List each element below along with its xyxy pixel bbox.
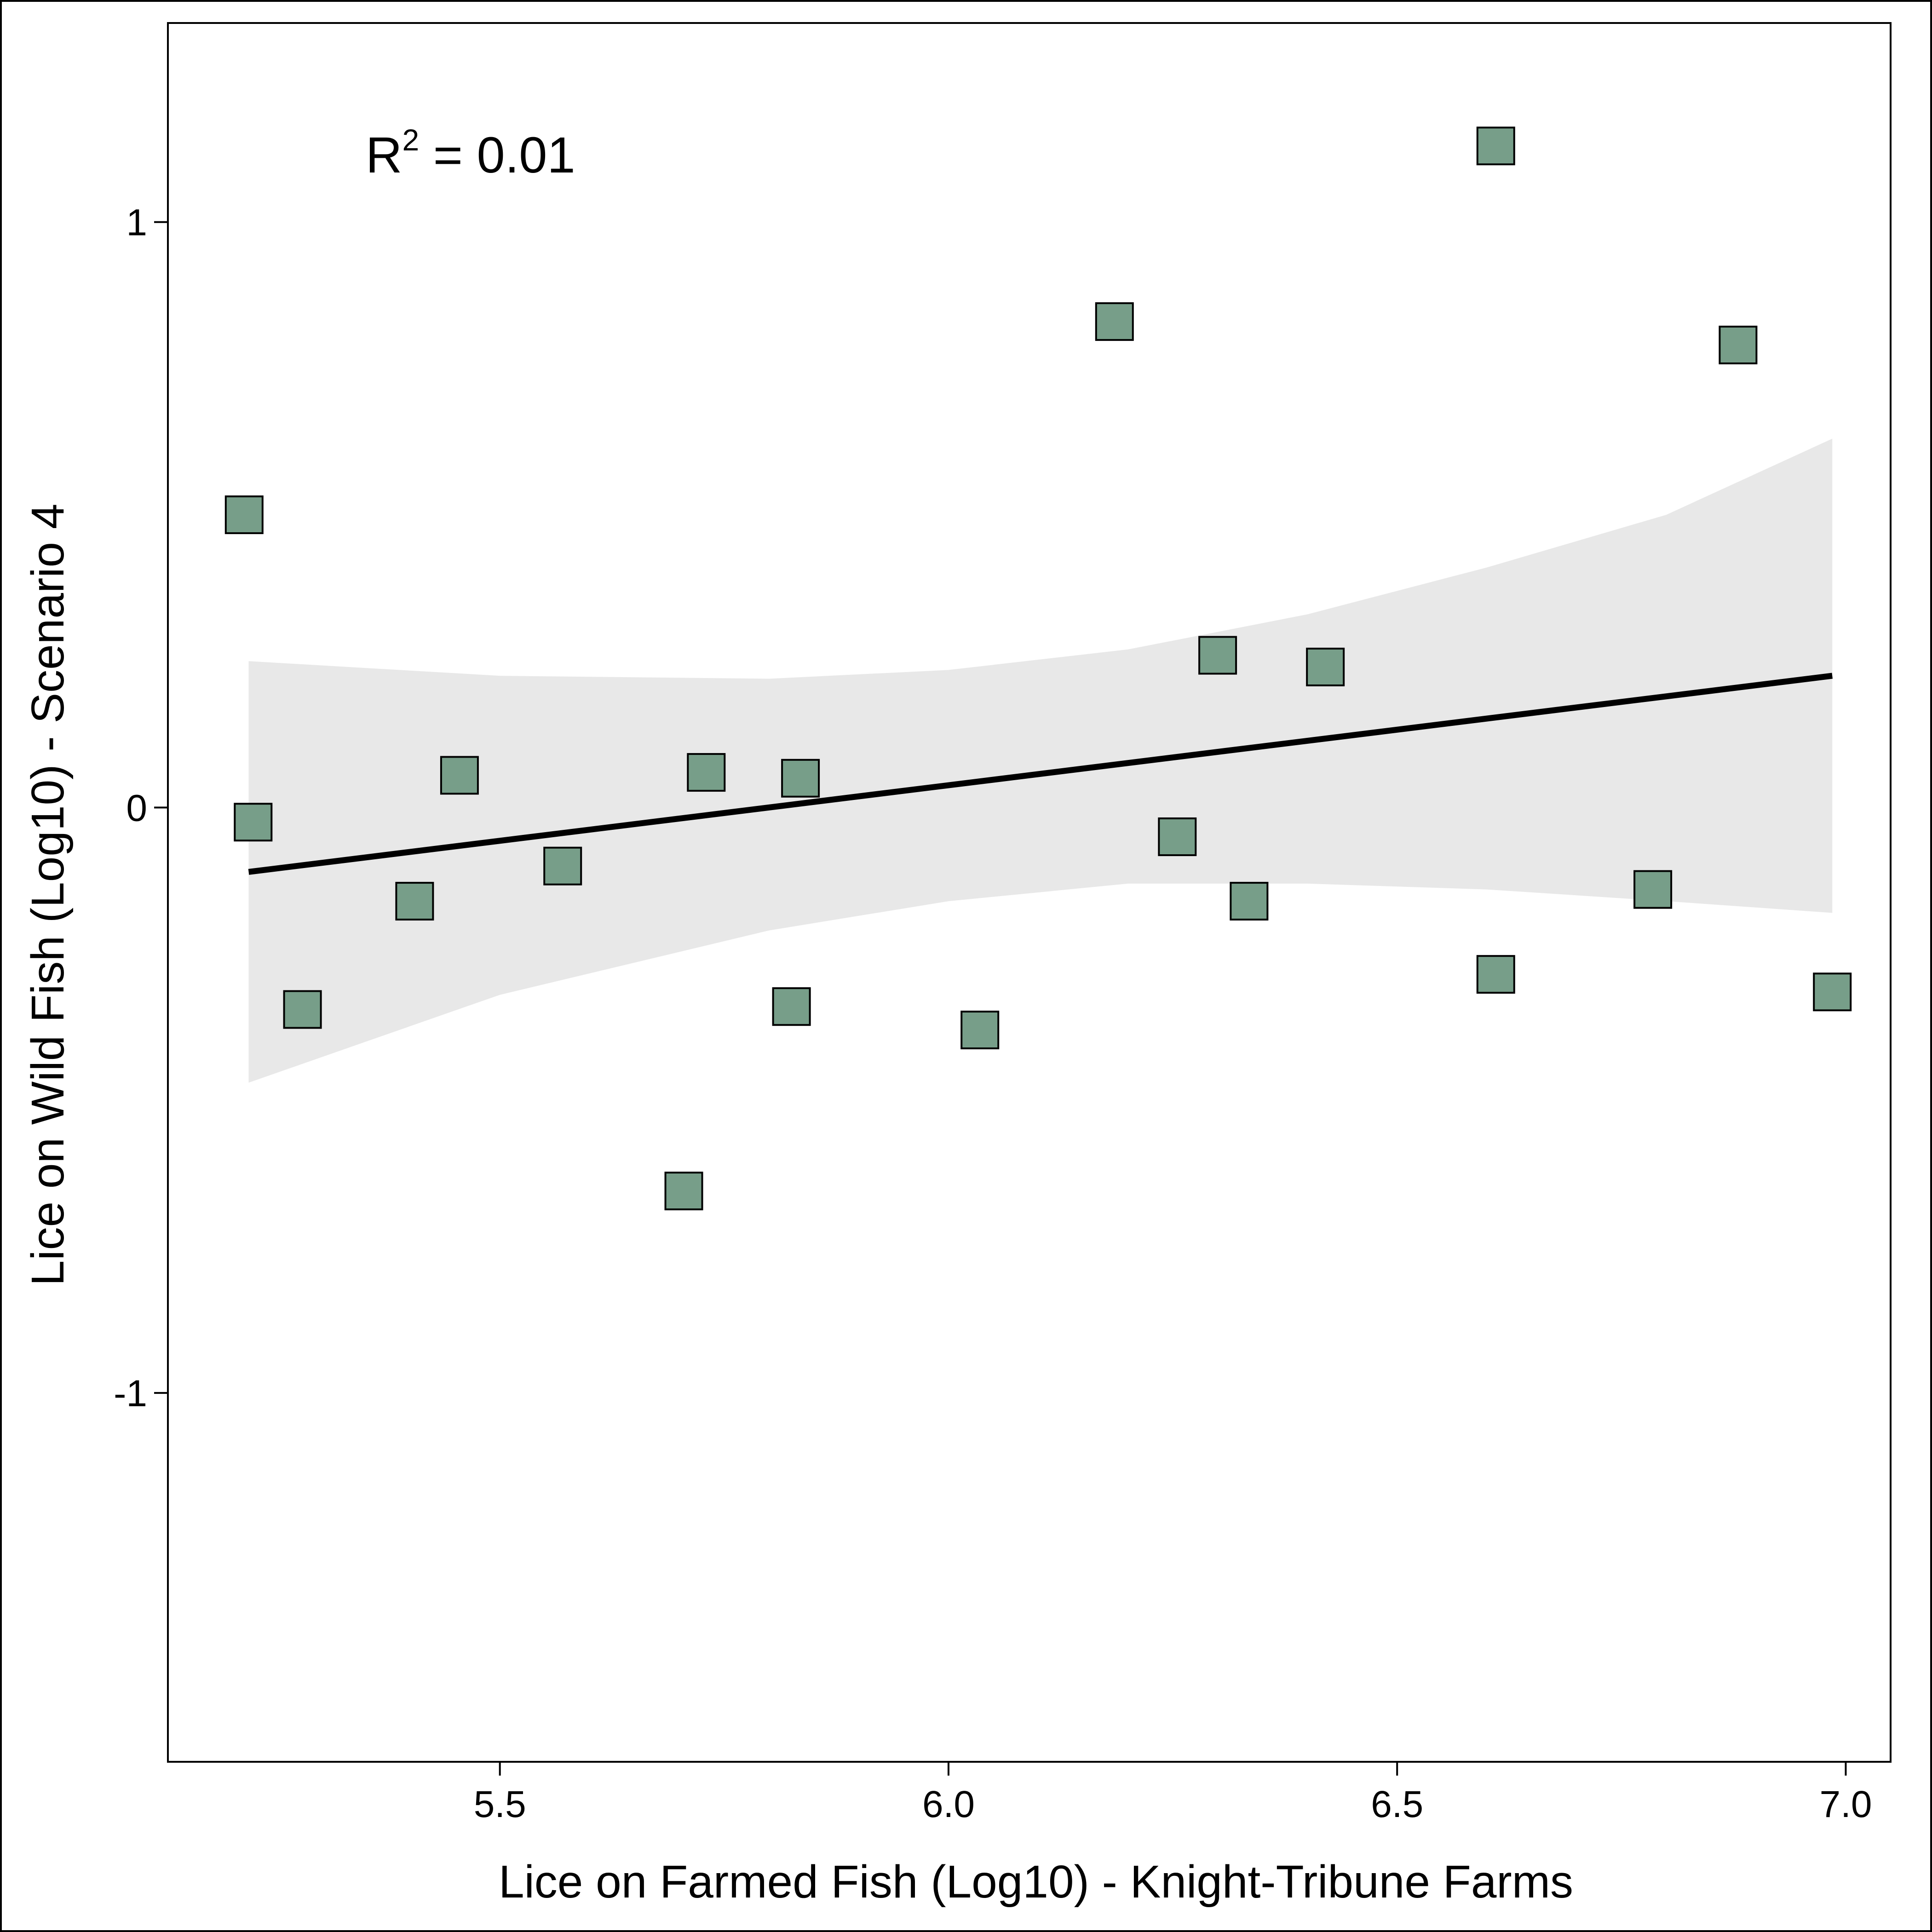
data-point — [781, 759, 820, 798]
data-point — [543, 846, 582, 886]
data-point — [224, 495, 264, 535]
data-point — [440, 756, 479, 795]
data-point — [1198, 636, 1237, 675]
x-axis-title: Lice on Farmed Fish (Log10) - Knight-Tri… — [499, 1856, 1573, 1908]
y-tick-label: -1 — [114, 1373, 147, 1414]
data-point — [1476, 126, 1515, 166]
data-point — [1633, 870, 1673, 909]
x-tick-label: 6.0 — [922, 1783, 975, 1825]
data-point — [1158, 817, 1197, 857]
y-axis-title: Lice on Wild Fish (Log10) - Scenario 4 — [22, 504, 74, 1286]
data-point — [234, 803, 273, 842]
r-squared-value: = 0.01 — [419, 127, 575, 184]
plot-area — [224, 126, 1852, 1211]
plot-frame — [167, 22, 1892, 1763]
y-tick-label: 1 — [126, 202, 147, 244]
data-point — [687, 753, 726, 792]
x-tick-label: 7.0 — [1819, 1783, 1872, 1825]
data-point — [1813, 972, 1852, 1012]
r-squared-prefix: R — [366, 127, 402, 184]
data-point — [664, 1172, 703, 1211]
x-tick-label: 6.5 — [1371, 1783, 1423, 1825]
data-point — [1476, 955, 1515, 994]
data-point — [1306, 648, 1345, 686]
data-point — [772, 987, 811, 1026]
confidence-band — [248, 438, 1833, 1083]
r-squared-annotation: R2 = 0.01 — [366, 123, 575, 184]
data-point — [1230, 882, 1269, 921]
data-point — [283, 990, 322, 1029]
x-tick-label: 5.5 — [474, 1783, 526, 1825]
data-point — [1719, 326, 1758, 364]
data-point — [1095, 302, 1134, 341]
regression-line — [248, 673, 1833, 875]
data-point — [395, 882, 434, 921]
data-point — [960, 1011, 1000, 1050]
y-tick-label: 0 — [126, 787, 147, 829]
axes: 5.5 6.0 6.5 7.0 1 0 -1 — [114, 202, 1872, 1825]
r-squared-superscript: 2 — [402, 123, 419, 157]
